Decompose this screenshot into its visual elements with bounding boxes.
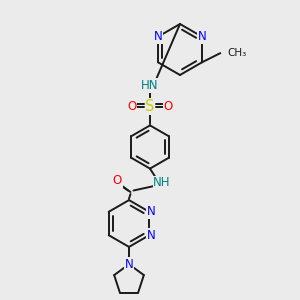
Text: NH: NH: [153, 176, 171, 190]
Text: CH₃: CH₃: [228, 48, 247, 58]
Text: O: O: [113, 174, 122, 188]
Text: O: O: [128, 100, 136, 113]
Text: N: N: [146, 205, 155, 218]
Text: N: N: [146, 229, 155, 242]
Text: N: N: [154, 30, 162, 43]
Text: N: N: [124, 258, 134, 271]
Text: N: N: [198, 30, 206, 43]
Text: S: S: [145, 99, 155, 114]
Text: O: O: [164, 100, 172, 113]
Text: HN: HN: [141, 79, 159, 92]
